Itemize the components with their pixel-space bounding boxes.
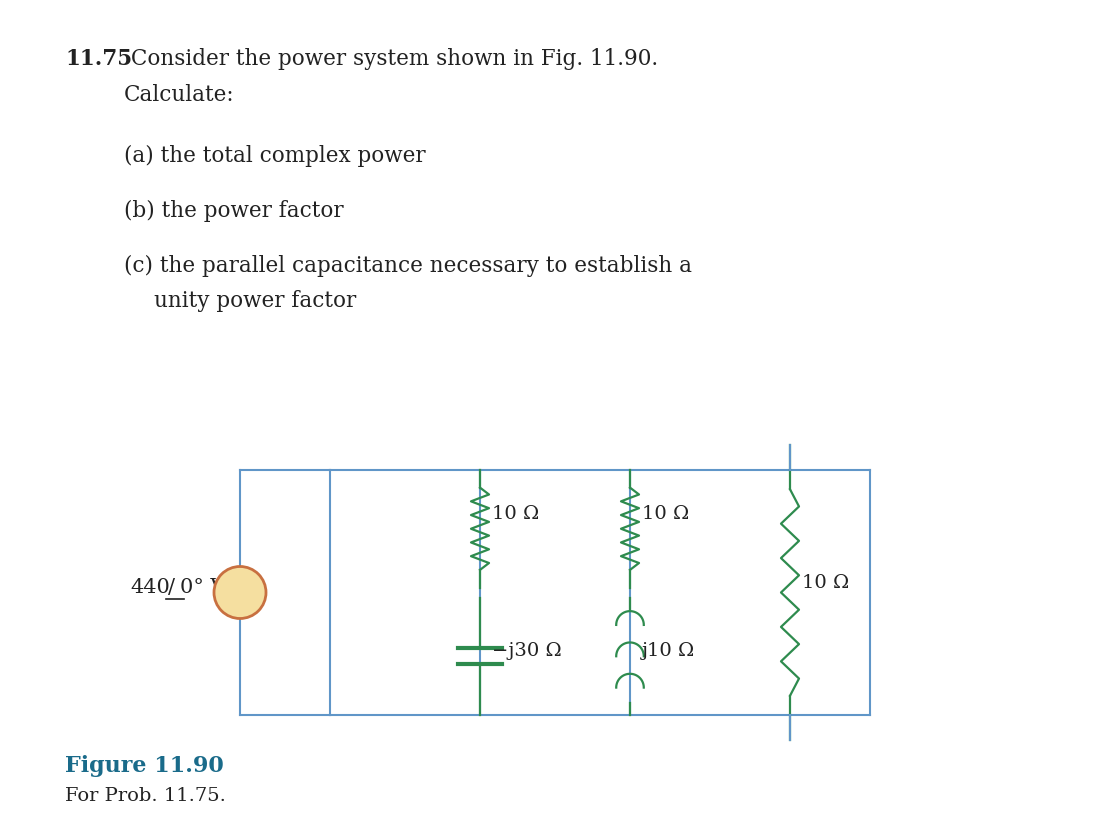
Text: +: + <box>234 577 246 592</box>
Text: Figure 11.90: Figure 11.90 <box>65 755 224 777</box>
Text: 10 Ω: 10 Ω <box>492 505 539 522</box>
Text: −j30 Ω: −j30 Ω <box>492 642 561 661</box>
Text: (a) the total complex power: (a) the total complex power <box>124 145 426 167</box>
Text: 440: 440 <box>130 578 170 597</box>
Text: (c) the parallel capacitance necessary to establish a: (c) the parallel capacitance necessary t… <box>124 255 693 277</box>
Text: /: / <box>168 578 175 597</box>
Text: Calculate:: Calculate: <box>124 84 234 106</box>
Text: 0° V: 0° V <box>181 578 225 597</box>
Text: 10 Ω: 10 Ω <box>642 505 689 522</box>
Text: (b) the power factor: (b) the power factor <box>124 200 344 222</box>
Text: For Prob. 11.75.: For Prob. 11.75. <box>65 787 225 805</box>
Text: j10 Ω: j10 Ω <box>642 642 696 661</box>
Text: unity power factor: unity power factor <box>154 290 357 312</box>
Text: 10 Ω: 10 Ω <box>802 573 849 592</box>
Text: Consider the power system shown in Fig. 11.90.: Consider the power system shown in Fig. … <box>124 48 659 70</box>
Text: −: − <box>234 595 246 608</box>
Text: 11.75: 11.75 <box>65 48 132 70</box>
Circle shape <box>214 567 266 618</box>
